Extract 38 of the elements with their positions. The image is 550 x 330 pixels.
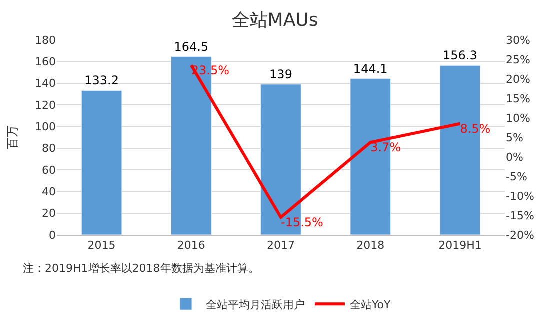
x-tick-label: 2016 <box>177 239 206 252</box>
line-series <box>190 64 462 219</box>
y2-tick-label: -5% <box>506 170 528 184</box>
text: 注：2019H1增长率以2018年数据为基准计算。 <box>23 262 260 275</box>
y-tick-label: 60 <box>42 164 56 177</box>
y-tick-label: 20 <box>42 207 56 220</box>
legend-label: 全站YoY <box>350 298 391 312</box>
data-label: 139 <box>270 67 292 82</box>
data-label: 144.1 <box>353 62 388 76</box>
y2-tick-label: -20% <box>506 228 534 242</box>
y-tick-label: 80 <box>42 142 56 156</box>
y2-tick-label: -15% <box>506 209 534 222</box>
legend-label: 全站平均月活跃用户 <box>206 298 305 312</box>
x-tick-label: 2015 <box>88 239 116 252</box>
data-label: 156.3 <box>443 48 478 63</box>
y2-tick-label: 30% <box>506 34 530 47</box>
y2-tick-label: 5% <box>506 131 524 144</box>
y-axis-title: 百万 <box>5 126 20 150</box>
y-tick-label: 40 <box>42 186 56 199</box>
x-tick-label: 2019H1 <box>438 239 482 252</box>
y2-tick-label: 25% <box>506 53 530 66</box>
data-label: 164.5 <box>174 40 209 54</box>
x-tick-label: 2018 <box>356 239 385 252</box>
y-tick-label: 160 <box>35 56 56 69</box>
chart-title: 全站MAUs <box>232 10 318 31</box>
y-tick-label: 100 <box>35 120 56 134</box>
bar <box>81 90 122 235</box>
y-tick-label: 180 <box>35 34 56 47</box>
x-tick-label: 2017 <box>267 239 295 252</box>
y2-tick-label: -10% <box>506 190 534 203</box>
y-tick-label: 140 <box>35 77 56 90</box>
y-tick-label: 0 <box>49 228 56 242</box>
y2-tick-label: 20% <box>506 72 530 86</box>
y-tick-label: 120 <box>35 98 56 112</box>
y2-tick-label: 0% <box>506 150 524 164</box>
y2-tick-label: 15% <box>506 92 530 106</box>
data-label: 133.2 <box>84 74 119 88</box>
y2-tick-label: 10% <box>506 112 530 125</box>
